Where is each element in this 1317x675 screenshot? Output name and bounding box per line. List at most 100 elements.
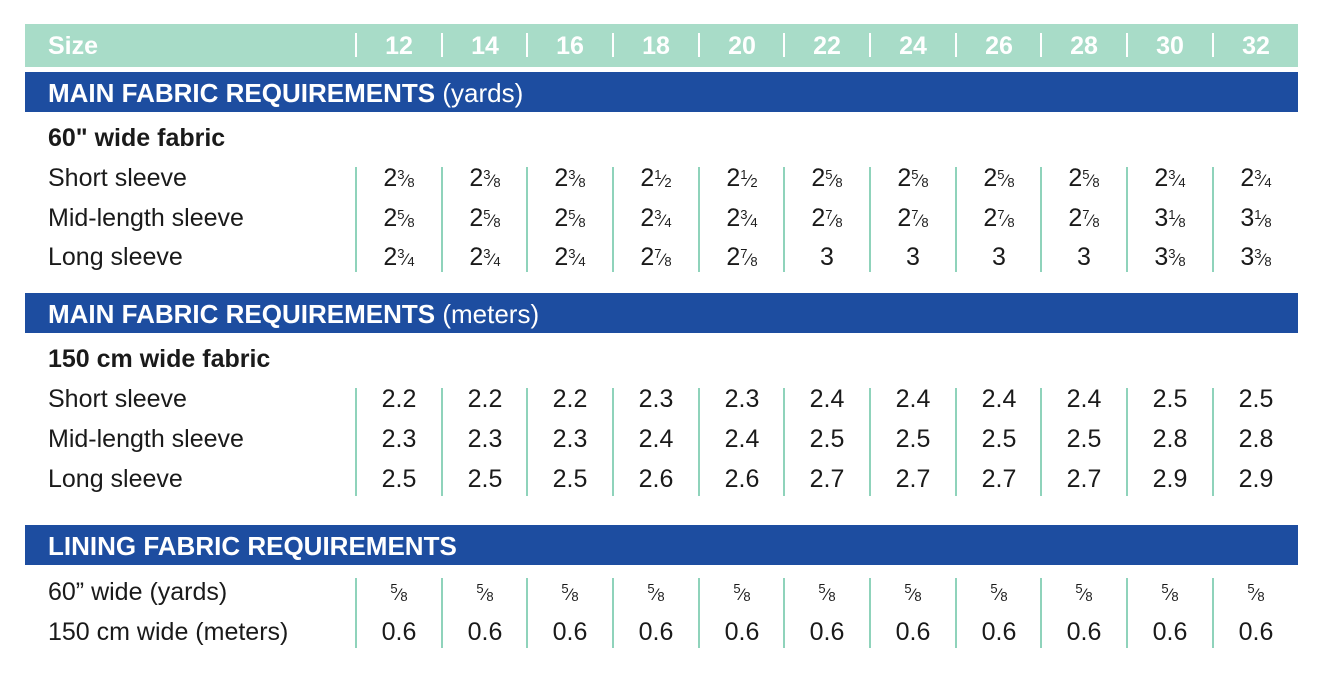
table-cell: 2.5 — [467, 465, 503, 493]
table-cell: 25⁄8 — [469, 204, 501, 232]
table-cell: 23⁄4 — [640, 204, 672, 232]
size-28: 28 — [1070, 32, 1098, 60]
table-cell: 2.4 — [724, 425, 760, 453]
row-label: Mid-length sleeve — [48, 204, 244, 232]
column-divider — [955, 167, 957, 272]
column-divider — [1212, 167, 1214, 272]
table-cell: 5⁄8 — [1161, 581, 1179, 604]
column-divider — [1126, 388, 1128, 496]
table-cell: 23⁄8 — [469, 164, 501, 192]
size-divider — [783, 33, 785, 57]
table-cell: 2.2 — [552, 385, 588, 413]
column-divider — [783, 167, 785, 272]
table-cell: 2.3 — [552, 425, 588, 453]
table-cell: 2.4 — [1066, 385, 1102, 413]
size-header-row: Size 12 14 16 18 20 22 24 26 28 30 32 — [25, 24, 1298, 67]
table-cell: 0.6 — [381, 618, 417, 646]
size-22: 22 — [813, 32, 841, 60]
size-divider — [441, 33, 443, 57]
size-26: 26 — [985, 32, 1013, 60]
column-divider — [1040, 578, 1042, 648]
size-divider — [698, 33, 700, 57]
column-divider — [1040, 167, 1042, 272]
table-cell: 2.2 — [381, 385, 417, 413]
column-divider — [526, 167, 528, 272]
column-divider — [955, 578, 957, 648]
row-label: 60” wide (yards) — [48, 578, 228, 606]
row-label: 150 cm wide (meters) — [48, 618, 289, 646]
table-cell: 21⁄2 — [640, 164, 672, 192]
table-cell: 0.6 — [552, 618, 588, 646]
size-divider — [1040, 33, 1042, 57]
table-cell: 3 — [992, 243, 1006, 271]
table-cell: 2.7 — [1066, 465, 1102, 493]
size-divider — [355, 33, 357, 57]
column-divider — [698, 388, 700, 496]
column-divider — [441, 388, 443, 496]
column-divider — [441, 167, 443, 272]
table-cell: 2.4 — [638, 425, 674, 453]
column-divider — [1040, 388, 1042, 496]
table-cell: 2.7 — [895, 465, 931, 493]
size-divider — [612, 33, 614, 57]
table-cell: 5⁄8 — [733, 581, 751, 604]
table-cell: 23⁄4 — [726, 204, 758, 232]
column-divider — [612, 167, 614, 272]
column-divider — [869, 578, 871, 648]
table-cell: 27⁄8 — [897, 204, 929, 232]
table-cell: 21⁄2 — [726, 164, 758, 192]
table-cell: 0.6 — [895, 618, 931, 646]
column-divider — [612, 578, 614, 648]
table-cell: 0.6 — [467, 618, 503, 646]
table-cell: 0.6 — [638, 618, 674, 646]
table-cell: 31⁄8 — [1240, 204, 1272, 232]
size-12: 12 — [385, 32, 413, 60]
section-header: MAIN FABRIC REQUIREMENTS (meters) — [25, 293, 1298, 333]
fabric-width-subtitle: 60" wide fabric — [48, 124, 226, 152]
table-cell: 2.5 — [1066, 425, 1102, 453]
table-cell: 0.6 — [1066, 618, 1102, 646]
section-header: LINING FABRIC REQUIREMENTS — [25, 525, 1298, 565]
table-cell: 23⁄8 — [383, 164, 415, 192]
size-divider — [1212, 33, 1214, 57]
column-divider — [612, 388, 614, 496]
column-divider — [355, 167, 357, 272]
column-divider — [783, 388, 785, 496]
table-cell: 25⁄8 — [983, 164, 1015, 192]
section-title: LINING FABRIC REQUIREMENTS — [48, 531, 457, 562]
table-cell: 2.5 — [895, 425, 931, 453]
table-cell: 0.6 — [724, 618, 760, 646]
table-cell: 25⁄8 — [383, 204, 415, 232]
table-cell: 5⁄8 — [476, 581, 494, 604]
size-20: 20 — [728, 32, 756, 60]
fabric-width-subtitle: 150 cm wide fabric — [48, 345, 271, 373]
column-divider — [783, 578, 785, 648]
table-cell: 2.2 — [467, 385, 503, 413]
size-label: Size — [48, 32, 99, 60]
table-cell: 2.6 — [638, 465, 674, 493]
column-divider — [1126, 578, 1128, 648]
table-cell: 2.3 — [724, 385, 760, 413]
table-cell: 2.3 — [381, 425, 417, 453]
size-divider — [526, 33, 528, 57]
table-cell: 2.8 — [1238, 425, 1274, 453]
size-16: 16 — [556, 32, 584, 60]
table-cell: 2.5 — [381, 465, 417, 493]
row-label: Short sleeve — [48, 385, 187, 413]
size-divider — [869, 33, 871, 57]
size-30: 30 — [1156, 32, 1184, 60]
table-cell: 2.5 — [981, 425, 1017, 453]
size-24: 24 — [899, 32, 927, 60]
table-cell: 3 — [820, 243, 834, 271]
table-cell: 2.9 — [1238, 465, 1274, 493]
table-cell: 23⁄8 — [554, 164, 586, 192]
table-cell: 5⁄8 — [904, 581, 922, 604]
table-cell: 2.7 — [981, 465, 1017, 493]
size-14: 14 — [471, 32, 499, 60]
size-divider — [1126, 33, 1128, 57]
table-cell: 5⁄8 — [1075, 581, 1093, 604]
table-cell: 2.4 — [895, 385, 931, 413]
table-cell: 2.5 — [809, 425, 845, 453]
table-cell: 27⁄8 — [726, 243, 758, 271]
